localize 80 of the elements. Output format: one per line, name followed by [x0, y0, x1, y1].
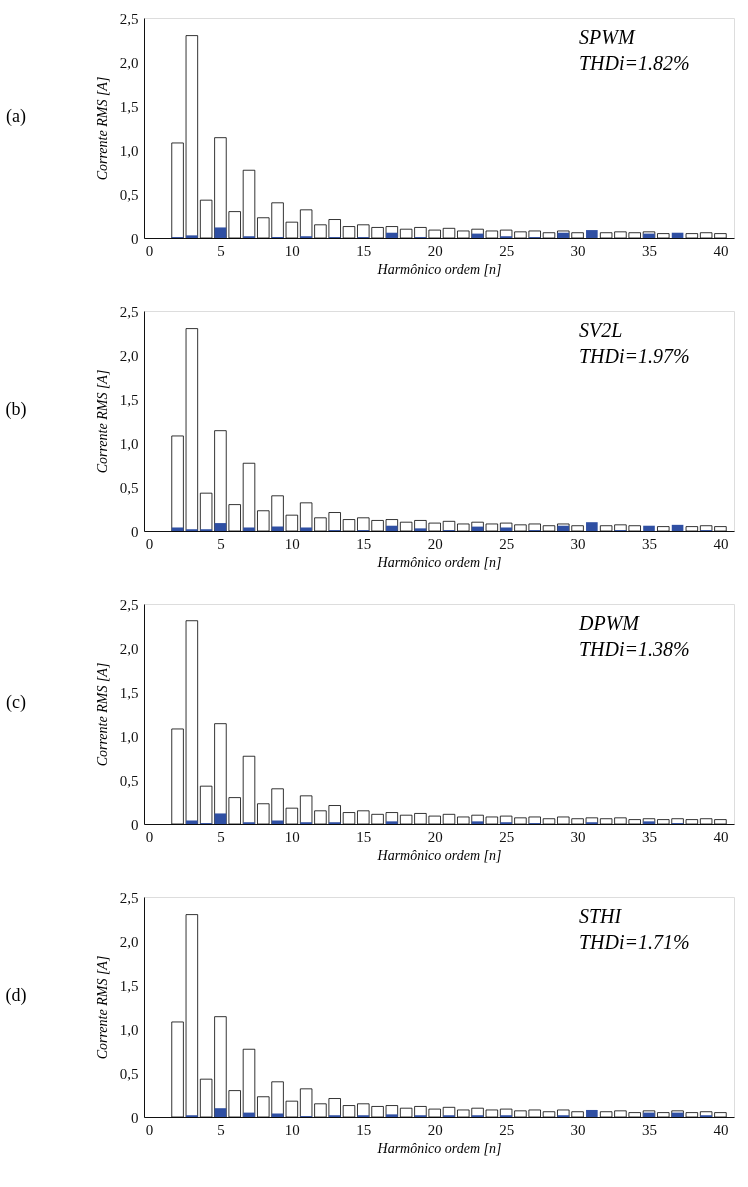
x-tick-label: 30: [570, 242, 586, 259]
x-tick-label: 35: [642, 242, 657, 259]
text: (a): [6, 106, 26, 127]
x-tick-label: 25: [499, 535, 515, 552]
y-tick-label: 2,0: [119, 347, 139, 364]
annotation: THDi=1.38%: [579, 638, 690, 660]
x-tick-label: 30: [570, 535, 586, 552]
x-tick-label: 10: [284, 1121, 300, 1138]
y-tick-label: 1,5: [119, 391, 139, 408]
annotation: THDi=1.97%: [579, 345, 690, 367]
y-tick-label: 1,0: [119, 142, 139, 159]
y-axis-title: Corrente RMS [A]: [94, 369, 110, 474]
x-tick-label: 30: [570, 1121, 586, 1138]
y-tick-label: 2,5: [119, 596, 139, 613]
x-tick-label: 35: [642, 828, 657, 845]
annotation: STHI: [579, 905, 623, 927]
x-tick-label: 40: [713, 535, 729, 552]
x-tick-label: 10: [284, 242, 300, 259]
x-tick-label: 10: [284, 535, 300, 552]
x-tick-label: 5: [217, 535, 225, 552]
x-tick-label: 15: [356, 242, 372, 259]
y-tick-label: 0: [131, 816, 139, 833]
y-axis-title: Corrente RMS [A]: [94, 76, 110, 181]
x-tick-label: 20: [427, 535, 443, 552]
x-tick-label: 15: [356, 535, 372, 552]
y-tick-label: 1,0: [119, 728, 139, 745]
annotation: SPWM: [579, 26, 636, 48]
y-tick-label: 0: [131, 230, 139, 247]
x-tick-label: 5: [217, 1121, 225, 1138]
text: (c): [6, 692, 26, 713]
x-tick-label: 25: [499, 828, 515, 845]
annotation: THDi=1.71%: [579, 931, 690, 953]
x-tick-label: 40: [713, 242, 729, 259]
x-axis-title: Harmônico ordem [n]: [376, 847, 502, 863]
x-tick-label: 30: [570, 828, 586, 845]
y-tick-label: 1,5: [119, 98, 139, 115]
y-tick-label: 1,5: [119, 977, 139, 994]
x-tick-label: 25: [499, 1121, 515, 1138]
y-tick-label: 1,0: [119, 1021, 139, 1038]
y-tick-label: 1,0: [119, 435, 139, 452]
y-tick-label: 0,5: [119, 186, 139, 203]
y-tick-label: 0: [131, 523, 139, 540]
y-tick-label: 0,5: [119, 772, 139, 789]
annotation: DPWM: [578, 612, 641, 634]
y-tick-label: 0,5: [119, 1065, 139, 1082]
x-tick-label: 35: [642, 535, 657, 552]
x-tick-label: 0: [145, 828, 154, 845]
x-tick-label: 40: [713, 1121, 729, 1138]
x-tick-label: 0: [145, 535, 154, 552]
x-tick-label: 20: [427, 1121, 443, 1138]
y-tick-label: 2,0: [119, 54, 139, 71]
y-tick-label: 2,5: [119, 889, 139, 906]
annotation: THDi=1.82%: [579, 52, 690, 74]
x-tick-label: 5: [217, 242, 225, 259]
x-tick-label: 15: [356, 1121, 372, 1138]
y-axis-title: Corrente RMS [A]: [94, 662, 110, 767]
x-tick-label: 0: [145, 242, 154, 259]
x-tick-label: 20: [427, 828, 443, 845]
x-tick-label: 25: [499, 242, 515, 259]
x-tick-label: 20: [427, 242, 443, 259]
x-tick-label: 5: [217, 828, 225, 845]
annotation: SV2L: [579, 319, 623, 341]
x-tick-label: 0: [145, 1121, 154, 1138]
text: (d): [5, 985, 27, 1006]
y-tick-label: 0: [131, 1109, 139, 1126]
text: (b): [5, 399, 27, 420]
y-tick-label: 2,5: [119, 10, 139, 27]
y-axis-title: Corrente RMS [A]: [94, 955, 110, 1060]
x-tick-label: 35: [642, 1121, 657, 1138]
y-tick-label: 0,5: [119, 479, 139, 496]
y-tick-label: 1,5: [119, 684, 139, 701]
y-tick-label: 2,0: [119, 640, 139, 657]
x-axis-title: Harmônico ordem [n]: [376, 1140, 502, 1156]
x-tick-label: 10: [284, 828, 300, 845]
x-axis-title: Harmônico ordem [n]: [376, 554, 502, 570]
y-tick-label: 2,0: [119, 933, 139, 950]
x-tick-label: 15: [356, 828, 372, 845]
x-axis-title: Harmônico ordem [n]: [376, 261, 502, 277]
x-tick-label: 40: [713, 828, 729, 845]
y-tick-label: 2,5: [119, 303, 139, 320]
